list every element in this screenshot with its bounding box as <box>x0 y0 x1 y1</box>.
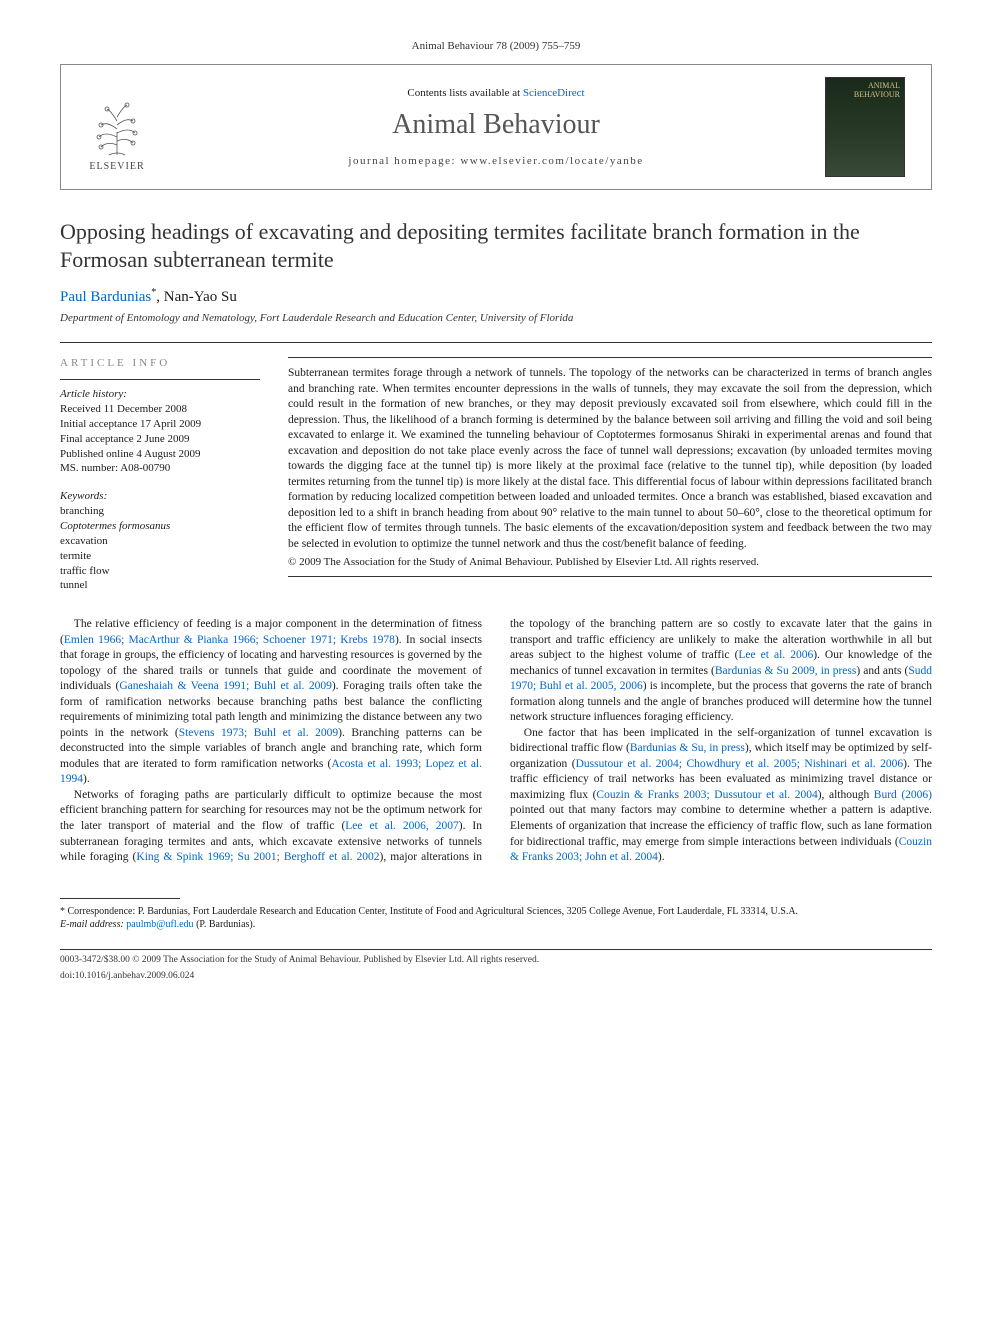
cover-thumbnail: ANIMALBEHAVIOUR <box>825 77 905 177</box>
sciencedirect-link[interactable]: ScienceDirect <box>523 87 585 99</box>
cover-line1: ANIMAL <box>868 81 900 90</box>
keyword: traffic flow <box>60 564 260 579</box>
publisher-name: ELSEVIER <box>89 161 144 172</box>
elsevier-tree-icon <box>87 97 147 157</box>
citation[interactable]: Couzin & Franks 2003; Dussutour et al. 2… <box>596 789 817 801</box>
journal-name: Animal Behaviour <box>183 109 809 141</box>
contents-prefix: Contents lists available at <box>407 87 522 99</box>
contents-line: Contents lists available at ScienceDirec… <box>183 87 809 99</box>
running-head: Animal Behaviour 78 (2009) 755–759 <box>60 40 932 52</box>
email-label: E-mail address: <box>60 919 126 930</box>
keyword: termite <box>60 549 260 564</box>
homepage-prefix: journal homepage: <box>348 155 460 167</box>
history-label: Article history: <box>60 388 260 400</box>
info-rule <box>60 379 260 380</box>
citation[interactable]: Lee et al. 2006 <box>738 649 813 661</box>
email-footnote: E-mail address: paulmb@ufl.edu (P. Bardu… <box>60 918 932 931</box>
email-tail: (P. Bardunias). <box>194 919 256 930</box>
issn-copyright: 0003-3472/$38.00 © 2009 The Association … <box>60 954 932 966</box>
affiliation: Department of Entomology and Nematology,… <box>60 312 932 324</box>
keyword: excavation <box>60 534 260 549</box>
citation[interactable]: Ganeshaiah & Veena 1991; Buhl et al. 200… <box>119 680 331 692</box>
abstract-column: Subterranean termites forage through a n… <box>288 357 932 593</box>
body-text: The relative efficiency of feeding is a … <box>60 617 932 865</box>
citation[interactable]: Emlen 1966; MacArthur & Pianka 1966; Sch… <box>64 634 395 646</box>
citation[interactable]: Stevens 1973; Buhl et al. 2009 <box>179 727 338 739</box>
footnote-separator <box>60 898 180 899</box>
citation[interactable]: Bardunias & Su, in press <box>630 742 745 754</box>
abstract-copyright: © 2009 The Association for the Study of … <box>288 556 932 568</box>
body-text-run: ) and ants ( <box>856 665 908 677</box>
cover-line2: BEHAVIOUR <box>854 90 900 99</box>
history-item: Final acceptance 2 June 2009 <box>60 432 260 447</box>
citation[interactable]: Burd (2006) <box>874 789 932 801</box>
body-paragraph: One factor that has been implicated in t… <box>510 726 932 866</box>
author-link-1[interactable]: Paul Bardunias <box>60 289 151 305</box>
keywords-label: Keywords: <box>60 490 260 502</box>
bottom-rule <box>60 949 932 950</box>
abstract-bottom-rule <box>288 576 932 577</box>
body-text-run: ). <box>83 773 90 785</box>
corresponding-footnote: * Correspondence: P. Bardunias, Fort Lau… <box>60 905 932 918</box>
citation[interactable]: Bardunias & Su 2009, in press <box>715 665 857 677</box>
history-item: Received 11 December 2008 <box>60 402 260 417</box>
authors: Paul Bardunias*, Nan-Yao Su <box>60 287 932 306</box>
author-2: , Nan-Yao Su <box>156 289 237 305</box>
section-divider <box>60 342 932 343</box>
doi: doi:10.1016/j.anbehav.2009.06.024 <box>60 970 932 982</box>
article-info-column: article info Article history: Received 1… <box>60 357 260 593</box>
history-item: Published online 4 August 2009 <box>60 447 260 462</box>
citation[interactable]: Lee et al. 2006, 2007 <box>345 820 458 832</box>
homepage-line: journal homepage: www.elsevier.com/locat… <box>183 155 809 167</box>
keyword: Coptotermes formosanus <box>60 519 260 534</box>
article-info-heading: article info <box>60 357 260 369</box>
body-paragraph: The relative efficiency of feeding is a … <box>60 617 482 788</box>
article-title: Opposing headings of excavating and depo… <box>60 218 932 273</box>
citation[interactable]: Dussutour et al. 2004; Chowdhury et al. … <box>576 758 904 770</box>
publisher-logo: ELSEVIER <box>77 82 157 172</box>
body-text-run: ). <box>658 851 665 863</box>
history-item: MS. number: A08-00790 <box>60 461 260 476</box>
abstract-rule <box>288 357 932 358</box>
homepage-url: www.elsevier.com/locate/yanbe <box>460 155 643 167</box>
email-link[interactable]: paulmb@ufl.edu <box>126 919 193 930</box>
body-text-run: pointed out that many factors may combin… <box>510 804 932 847</box>
citation[interactable]: King & Spink 1969; Su 2001; Berghoff et … <box>136 851 379 863</box>
keyword: branching <box>60 504 260 519</box>
journal-header: ELSEVIER Contents lists available at Sci… <box>60 64 932 190</box>
history-item: Initial acceptance 17 April 2009 <box>60 417 260 432</box>
abstract-text: Subterranean termites forage through a n… <box>288 366 932 552</box>
keyword: tunnel <box>60 578 260 593</box>
body-text-run: ), although <box>818 789 874 801</box>
